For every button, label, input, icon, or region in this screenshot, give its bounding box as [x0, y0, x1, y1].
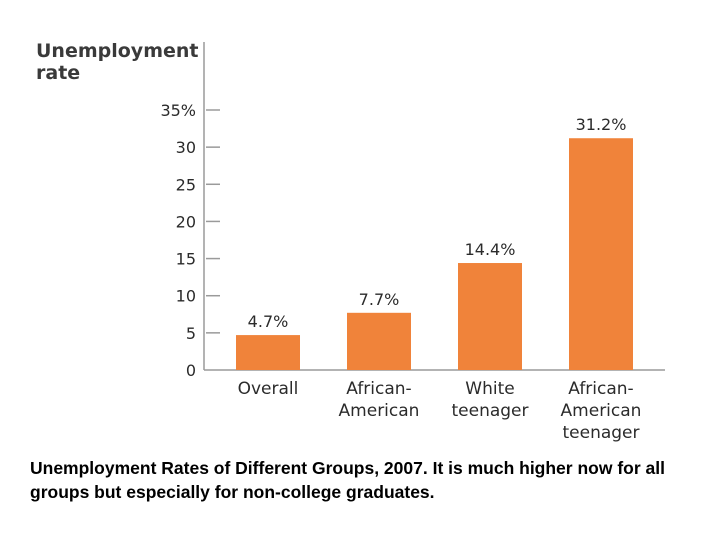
category-label: African- [346, 379, 411, 399]
y-tick-label: 5 [186, 324, 196, 343]
category-label: Overall [238, 379, 299, 399]
y-tick-label: 0 [186, 361, 196, 380]
bar [569, 138, 633, 370]
bar [236, 335, 300, 370]
bar [458, 263, 522, 370]
y-axis-title-line: rate [36, 62, 80, 84]
category-label: teenager [451, 401, 528, 421]
bars [236, 138, 633, 370]
bar [347, 312, 411, 370]
y-tick-label: 35% [160, 101, 196, 120]
y-axis-title-line: Unemployment [36, 40, 198, 62]
data-label: 14.4% [465, 240, 516, 259]
category-label: teenager [562, 423, 639, 443]
y-tick-label: 15 [176, 250, 196, 269]
x-axis-categories: Overall African-AmericanWhiteteenagerAfri… [238, 379, 642, 443]
category-label: White [465, 379, 514, 399]
y-axis-ticks: 0 5 10 15 20 25 30 35% [160, 101, 220, 380]
y-tick-label: 20 [176, 212, 196, 231]
figure-caption: Unemployment Rates of Different Groups, … [30, 458, 665, 502]
category-label: American [561, 401, 642, 421]
data-label: 31.2% [576, 115, 627, 134]
y-tick-label: 25 [176, 175, 196, 194]
y-tick-label: 10 [176, 287, 196, 306]
category-label: American [339, 401, 420, 421]
data-label: 7.7% [359, 290, 400, 309]
y-tick-label: 30 [176, 138, 196, 157]
category-label: African- [568, 379, 633, 399]
data-labels: 4.7% 7.7% 14.4% 31.2% [248, 115, 627, 331]
data-label: 4.7% [248, 312, 289, 331]
